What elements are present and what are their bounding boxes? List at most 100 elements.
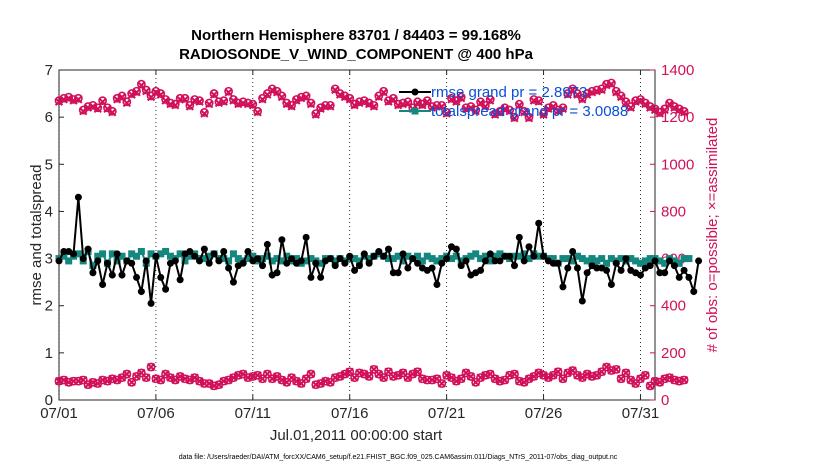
rmse-point [438,259,446,267]
y-right-tick-label: 1400 [661,62,694,79]
rmse-point [506,252,514,260]
spread-point [447,255,455,263]
rmse-point [651,257,659,265]
obs-bottom-possible-marker [258,374,267,384]
rmse-point [331,262,339,270]
obs-bottom-assimilated-marker [573,371,582,380]
obs-possible-marker [577,93,587,103]
obs-bottom-assimilated-marker [340,369,349,379]
spread-point [302,257,310,265]
obs-assimilated-marker [486,96,495,105]
obs-possible-marker [388,93,398,103]
rmse-point [336,255,344,263]
y-right-tick-label: 400 [661,298,686,315]
rmse-point [288,255,296,263]
obs-assimilated-marker [340,92,349,102]
y-left-tick-label: 3 [45,251,53,268]
obs-bottom-possible-marker [127,377,137,387]
obs-bottom-possible-marker [558,374,568,384]
y-left-tick-label: 7 [45,62,53,79]
obs-bottom-possible-marker [350,373,359,383]
spread-point [399,257,407,265]
obs-bottom-possible-marker [553,367,563,377]
spread-point [496,250,504,258]
obs-bottom-assimilated-marker [442,371,451,380]
rmse-point [365,259,373,267]
obs-bottom-possible-marker [437,379,447,388]
obs-possible-marker [456,92,466,102]
rmse-point [312,259,320,267]
spread-point [162,248,170,255]
rmse-point [525,243,533,251]
obs-bottom-assimilated-marker [553,367,563,376]
obs-bottom-possible-marker [466,372,476,381]
spread-point [433,257,441,265]
obs-assimilated-marker [544,104,553,114]
obs-bottom-possible-marker [471,377,481,387]
spread-point [675,259,683,267]
obs-bottom-assimilated-marker [621,368,631,378]
rmse-point [94,257,102,265]
obs-assimilated-marker [316,104,325,114]
spread-point [384,255,392,263]
rmse-point [496,257,504,265]
spread-point [200,255,208,263]
obs-bottom-assimilated-marker [534,368,543,378]
spread-point [472,250,480,258]
spread-point [205,252,213,260]
obs-possible-marker [563,89,573,98]
obs-assimilated-marker [607,80,616,89]
spread-point [166,252,174,260]
rmse-point [176,276,184,284]
spread-point [617,255,625,263]
obs-possible-marker [660,104,670,114]
obs-possible-marker [524,112,534,122]
spread-point [636,259,644,267]
spread-point [535,252,543,260]
rmse-point [70,250,78,258]
rmse-point [636,271,644,279]
spread-point [404,252,412,260]
rmse-point [617,266,625,274]
spread-point [414,252,422,260]
obs-assimilated-marker [282,100,291,109]
x-tick-label: 07/06 [137,405,175,422]
obs-assimilated-marker [209,90,219,99]
obs-assimilated-marker [253,108,262,117]
obs-bottom-assimilated-marker [185,375,194,385]
spread-point [515,252,523,260]
obs-assimilated-marker [679,108,689,117]
y-left-tick-label: 4 [45,203,53,220]
spread-point [646,255,654,263]
spread-point [656,257,664,265]
rmse-point [685,273,693,281]
obs-assimilated-marker [447,95,456,104]
rmse-point [55,257,63,265]
rmse-point [263,240,271,248]
spread-point [181,257,189,265]
obs-assimilated-marker [292,96,301,105]
spread-point [128,250,136,258]
rmse-point [375,248,383,255]
obs-assimilated-marker [326,102,335,111]
spread-point [113,257,121,265]
spread-point [331,257,339,265]
obs-possible-marker [262,89,272,98]
rmse-point [307,273,315,281]
obs-bottom-assimilated-marker [490,374,500,383]
obs-bottom-assimilated-marker [563,368,572,378]
obs-bottom-possible-marker [136,368,146,378]
obs-assimilated-marker [93,104,102,114]
obs-possible-marker [185,100,195,110]
rmse-point [409,255,417,263]
obs-assimilated-marker [505,107,514,116]
legend-rmse-label: rmse grand pr = 2.8973 [431,84,587,101]
rmse-point [108,271,116,279]
rmse-point [147,299,155,307]
legend-spread-marker [411,107,419,115]
obs-assimilated-marker [302,92,311,102]
rmse-point [99,281,107,288]
obs-bottom-possible-marker [379,373,389,383]
spread-point [452,252,460,260]
rmse-point [229,278,237,286]
